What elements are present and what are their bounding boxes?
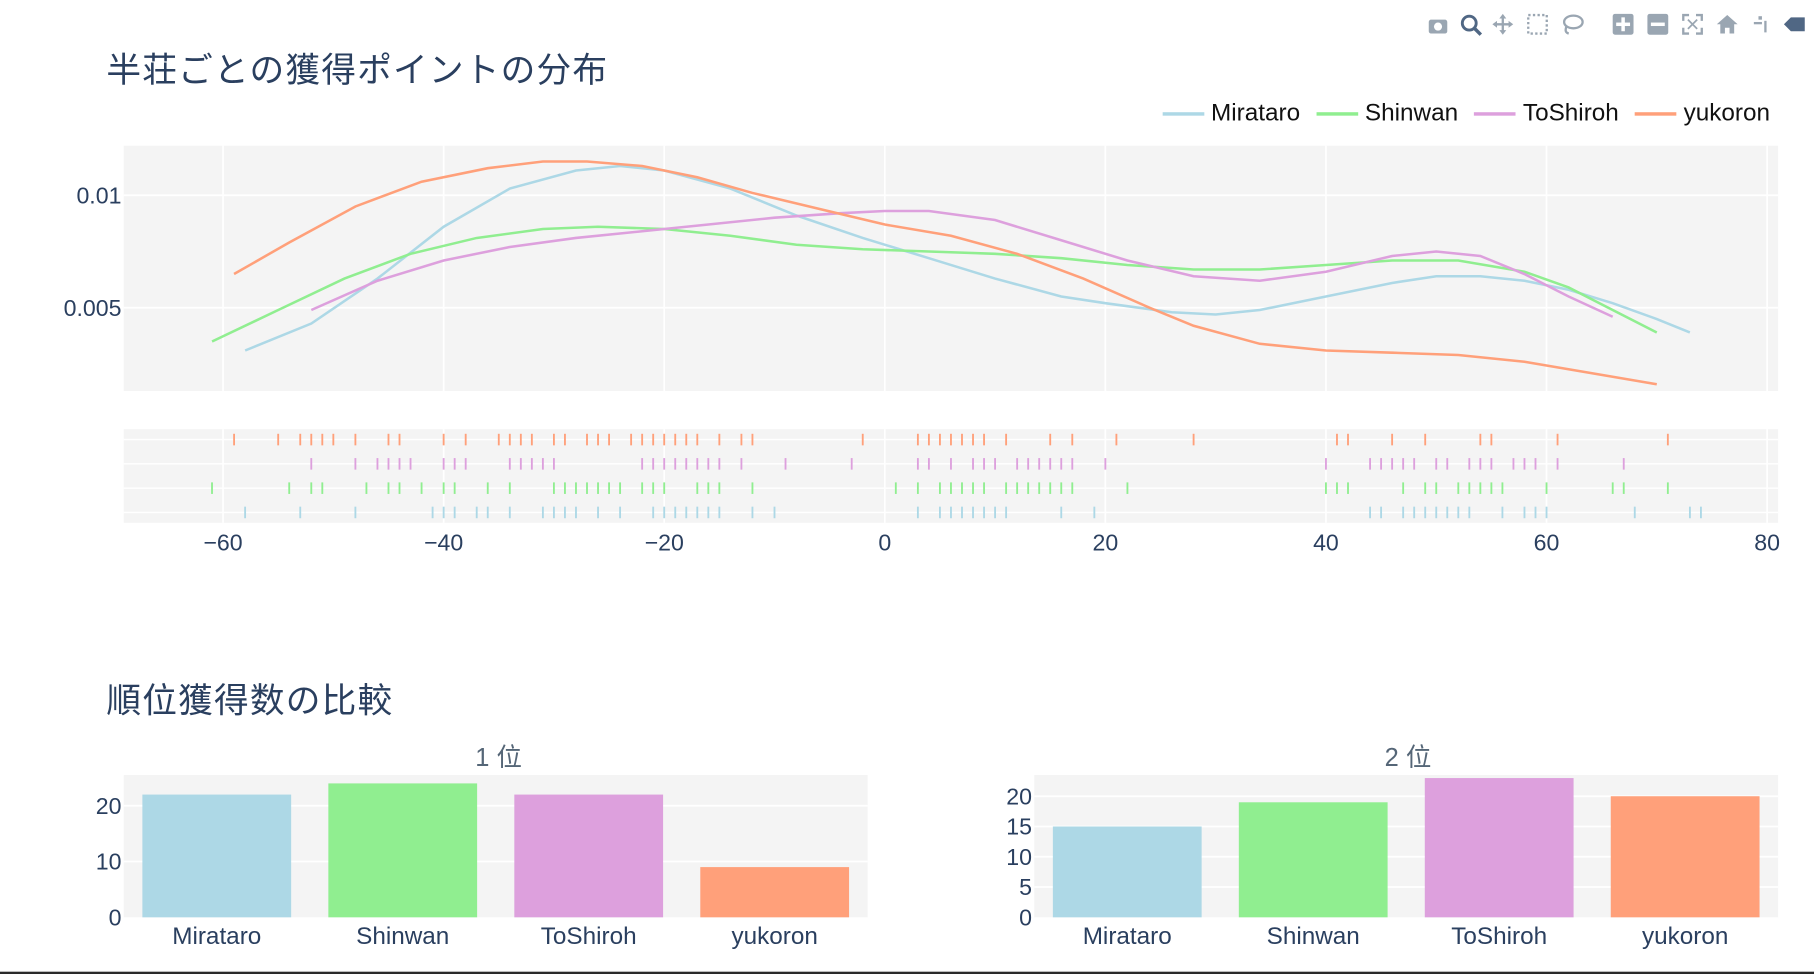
rank-1-y-tick-label: 20 — [96, 793, 122, 819]
zoom-vertical-shape — [1621, 17, 1625, 32]
spike-dot-shape — [1758, 16, 1762, 20]
rank-2-subtitle: 2 位 — [1385, 744, 1432, 772]
spike-lines-icon[interactable] — [1753, 16, 1767, 33]
legend-item-toshiroh[interactable]: ToShiroh — [1474, 99, 1619, 127]
zoom-in-icon[interactable] — [1612, 13, 1634, 35]
legend-label-mirataro: Mirataro — [1211, 99, 1301, 127]
rank-2-y-tick-label: 0 — [1019, 904, 1032, 930]
density-x-tick-label: 20 — [1093, 530, 1119, 556]
density-line-yukoron[interactable] — [233, 160, 1657, 386]
spike-line-shape — [1764, 20, 1767, 33]
rank-2-bar-toshiroh[interactable] — [1424, 778, 1574, 918]
density-line-toshiroh[interactable] — [310, 209, 1614, 318]
hover-tag-shape — [1783, 17, 1805, 32]
rank-1-bar-mirataro[interactable] — [142, 794, 292, 918]
zoom-lens-shape — [1460, 14, 1478, 32]
density-x-tick-label: −20 — [645, 530, 684, 556]
density-x-tick-label: −60 — [203, 530, 242, 556]
rank-2-y-tick-label: 20 — [1006, 783, 1032, 809]
rank-1-y-tick-label: 0 — [109, 904, 122, 930]
rank-2-y-tick-label: 5 — [1019, 874, 1032, 900]
lasso-icon[interactable] — [1562, 14, 1584, 35]
rank-1-x-tick-label: Mirataro — [172, 923, 261, 950]
camera-icon[interactable] — [1428, 19, 1448, 34]
legend: Mirataro Shinwan ToShiroh yukoron — [1162, 97, 1770, 129]
page-bottom-border — [0, 971, 1814, 974]
legend-item-yukoron[interactable]: yukoron — [1635, 99, 1770, 127]
rank-1-y-tick-label: 10 — [96, 849, 122, 875]
density-line-mirataro[interactable] — [244, 164, 1691, 352]
legend-swatch-toshiroh — [1474, 111, 1516, 116]
density-y-tick-label: 0.005 — [64, 295, 122, 321]
zoom-out-icon[interactable] — [1647, 13, 1669, 35]
rank-2-x-tick-label: yukoron — [1642, 923, 1728, 950]
legend-swatch-yukoron — [1635, 111, 1677, 116]
legend-swatch-shinwan — [1316, 111, 1358, 116]
lasso-tail-shape — [1564, 26, 1570, 35]
rank-2-bar-yukoron[interactable] — [1610, 796, 1760, 918]
legend-item-mirataro[interactable]: Mirataro — [1162, 99, 1300, 127]
rank-2-x-tick-label: Shinwan — [1267, 923, 1360, 950]
legend-label-toshiroh: ToShiroh — [1522, 99, 1619, 127]
legend-label-yukoron: yukoron — [1683, 99, 1771, 127]
rank-2-y-tick-label: 10 — [1006, 844, 1032, 870]
rank-2-y-tick-label: 15 — [1006, 814, 1032, 840]
rank-2-bar-mirataro[interactable] — [1052, 826, 1202, 918]
spike-line-shape — [1753, 21, 1762, 25]
rank-1-x-tick-label: ToShiroh — [541, 923, 637, 950]
plot-modebar — [1425, 12, 1807, 37]
rank-comparison-title: 順位獲得数の比較 — [106, 681, 394, 722]
legend-label-shinwan: Shinwan — [1364, 99, 1459, 127]
pan-icon[interactable] — [1492, 13, 1514, 35]
autoscale-icon[interactable] — [1682, 13, 1703, 35]
density-y-tick-label: 0.01 — [76, 182, 121, 208]
distribution-title: 半荘ごとの獲得ポイントの分布 — [106, 50, 609, 92]
zoom-icon[interactable] — [1460, 14, 1483, 36]
hover-closest-icon[interactable] — [1783, 17, 1805, 32]
legend-swatch-mirataro — [1162, 111, 1205, 116]
autoscale-corners-shape — [1682, 13, 1703, 35]
legend-item-shinwan[interactable]: Shinwan — [1316, 99, 1458, 127]
rank-2-x-tick-label: Mirataro — [1083, 923, 1172, 950]
zoom-handle-shape — [1472, 26, 1483, 36]
rank-1-x-tick-label: Shinwan — [356, 923, 449, 950]
zoom-bar-shape — [1650, 22, 1665, 27]
density-x-tick-label: 60 — [1534, 530, 1560, 556]
rank-1-bar-toshiroh[interactable] — [514, 794, 664, 918]
lasso-loop-shape — [1562, 14, 1584, 30]
rank-1-subtitle: 1 位 — [475, 744, 522, 772]
camera-lens-shape — [1433, 22, 1443, 31]
density-x-tick-label: 80 — [1754, 530, 1780, 556]
autoscale-cross-shape — [1687, 19, 1698, 30]
density-line-shinwan[interactable] — [211, 225, 1658, 343]
pan-arrows-shape — [1492, 13, 1514, 35]
rank-1-x-tick-label: yukoron — [731, 923, 817, 950]
rank-2-x-tick-label: ToShiroh — [1451, 923, 1547, 950]
rank-1-bar-shinwan[interactable] — [328, 783, 478, 918]
density-x-tick-label: 0 — [878, 530, 891, 556]
density-x-tick-label: 40 — [1313, 530, 1339, 556]
density-x-tick-label: −40 — [424, 530, 463, 556]
rank-1-bar-yukoron[interactable] — [700, 867, 850, 918]
rank-2-bar-shinwan[interactable] — [1238, 802, 1388, 918]
